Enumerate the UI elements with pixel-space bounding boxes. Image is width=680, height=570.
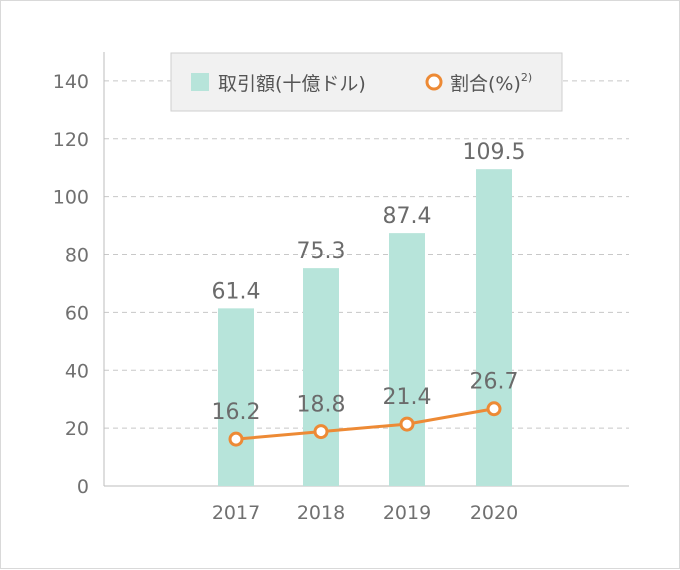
line-value-label: 21.4 bbox=[383, 385, 432, 410]
line-point bbox=[399, 416, 415, 432]
legend-bar-swatch bbox=[191, 73, 209, 91]
y-tick-label: 40 bbox=[65, 360, 89, 382]
y-tick-label: 120 bbox=[53, 129, 89, 151]
svg-text:割合(%)2): 割合(%)2) bbox=[450, 71, 532, 95]
bar-value-label: 75.3 bbox=[297, 239, 346, 264]
line-point bbox=[486, 401, 502, 417]
y-tick-label: 100 bbox=[53, 187, 89, 209]
bar bbox=[303, 268, 339, 486]
x-tick-label: 2019 bbox=[383, 502, 431, 524]
bar-value-label: 87.4 bbox=[383, 204, 432, 229]
line-value-label: 16.2 bbox=[212, 400, 261, 425]
bar-data-labels: 61.4 75.3 87.4 109.5 bbox=[212, 140, 526, 304]
y-tick-label: 0 bbox=[77, 476, 89, 498]
x-tick-label: 2020 bbox=[470, 502, 518, 524]
bar bbox=[476, 169, 512, 486]
y-tick-label: 60 bbox=[65, 302, 89, 324]
bar-series bbox=[218, 169, 512, 486]
legend-line-label: 割合(%) bbox=[450, 73, 521, 95]
line-point bbox=[228, 431, 244, 447]
gridlines bbox=[104, 80, 629, 429]
y-tick-label: 20 bbox=[65, 418, 89, 440]
y-tick-label: 80 bbox=[65, 245, 89, 267]
bar-value-label: 61.4 bbox=[212, 279, 261, 304]
legend-line-footnote: 2) bbox=[521, 71, 532, 84]
x-tick-labels: 2017 2018 2019 2020 bbox=[212, 502, 518, 524]
axes bbox=[103, 52, 629, 487]
legend-line-marker bbox=[425, 73, 443, 91]
line-series bbox=[228, 401, 502, 447]
x-tick-label: 2017 bbox=[212, 502, 260, 524]
legend: 取引額(十億ドル) 割合(%)2) bbox=[170, 52, 563, 112]
legend-box bbox=[170, 52, 563, 112]
line-point bbox=[313, 424, 329, 440]
y-tick-labels: 0 20 40 60 80 100 120 140 bbox=[53, 71, 89, 498]
line-path bbox=[235, 407, 495, 441]
bar-value-label: 109.5 bbox=[463, 140, 526, 165]
line-value-label: 26.7 bbox=[470, 370, 519, 395]
x-tick-label: 2018 bbox=[297, 502, 345, 524]
legend-bar-label: 取引額(十億ドル) bbox=[218, 73, 366, 95]
bar bbox=[218, 308, 254, 486]
line-value-label: 18.8 bbox=[297, 393, 346, 418]
y-tick-label: 140 bbox=[53, 71, 89, 93]
line-data-labels: 16.2 18.8 21.4 26.7 bbox=[212, 370, 519, 425]
bar bbox=[389, 233, 425, 486]
